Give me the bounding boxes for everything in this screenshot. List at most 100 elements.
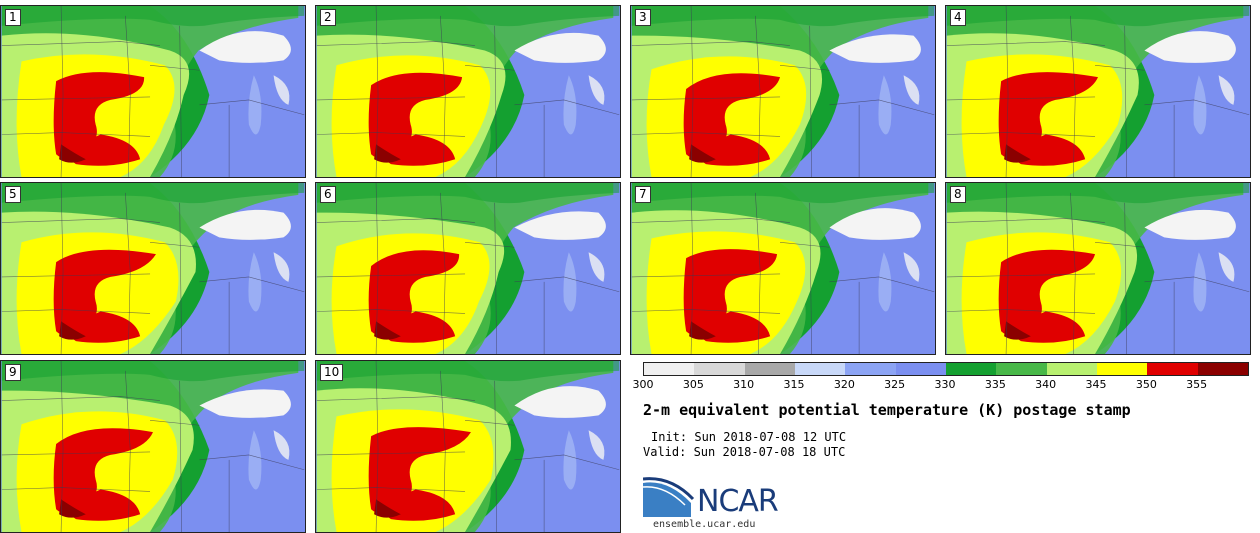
panel-number: 1	[5, 9, 21, 26]
state-boundary-line	[946, 96, 1096, 101]
panel-number: 3	[635, 9, 651, 26]
theta-e-map	[946, 6, 1250, 177]
colorbar-tick-label: 330	[934, 378, 956, 391]
state-boundary-line	[179, 202, 182, 354]
theta-e-map	[631, 183, 935, 354]
map-shaded-region	[563, 75, 577, 135]
colorbar-segment	[895, 363, 946, 375]
map-shaded-region	[631, 183, 935, 204]
map-shaded-region	[563, 430, 577, 490]
map-shaded-region	[199, 31, 291, 63]
map-shaded-region	[946, 6, 1250, 27]
theta-e-map	[946, 183, 1250, 354]
map-shaded-region	[248, 430, 262, 490]
state-boundary-line	[1, 487, 151, 492]
map-shaded-region	[1004, 144, 1031, 163]
ensemble-member-panel-8: 8	[945, 182, 1251, 355]
map-shaded-region	[683, 73, 781, 159]
state-boundary-line	[1, 96, 151, 101]
ensemble-member-panel-1: 1	[0, 5, 306, 178]
colorbar-segment	[1147, 363, 1198, 375]
ncar-logo-text: NCAR	[697, 484, 779, 519]
map-shaded-region	[53, 72, 145, 159]
panel-number: 5	[5, 186, 21, 203]
state-boundary-line	[440, 370, 446, 532]
state-boundary-line	[150, 65, 200, 71]
map-shaded-region	[368, 72, 463, 159]
colorbar-segment	[1197, 363, 1248, 375]
state-boundary-line	[316, 41, 475, 46]
state-boundary-line	[60, 361, 64, 532]
theta-e-map	[1, 6, 305, 177]
map-shaded-region	[946, 183, 1250, 204]
theta-e-map	[316, 6, 620, 177]
state-boundary-line	[316, 273, 466, 278]
map-shaded-region	[59, 321, 86, 340]
state-boundary-line	[1095, 65, 1145, 71]
state-boundary-line	[1005, 183, 1009, 354]
map-shaded-region	[903, 75, 920, 105]
state-boundary-line	[1, 396, 160, 401]
map-shaded-region	[514, 32, 606, 63]
ensemble-member-panel-7: 7	[630, 182, 936, 355]
state-boundary-line	[440, 15, 446, 177]
state-boundary-line	[316, 96, 466, 101]
theta-e-map	[1, 361, 305, 532]
state-boundary-line	[1144, 276, 1250, 293]
ensemble-member-panel-3: 3	[630, 5, 936, 178]
state-boundary-line	[125, 192, 131, 354]
ensemble-member-panel-10: 10	[315, 360, 621, 533]
state-boundary-line	[1144, 99, 1250, 116]
ensemble-member-panel-9: 9	[0, 360, 306, 533]
figure-title: 2-m equivalent potential temperature (K)…	[643, 401, 1131, 419]
map-shaded-region	[1144, 31, 1236, 63]
state-boundary-line	[631, 132, 781, 137]
state-boundary-line	[375, 183, 379, 354]
colorbar-segment	[845, 363, 896, 375]
state-boundary-line	[809, 202, 812, 354]
state-boundary-line	[946, 273, 1096, 278]
colorbar-tick-label: 350	[1135, 378, 1157, 391]
state-boundary-line	[690, 183, 694, 354]
map-shaded-region	[273, 75, 290, 105]
state-boundary-line	[199, 276, 305, 293]
state-boundary-line	[1, 218, 160, 223]
map-shaded-region	[316, 361, 620, 382]
init-time: Init: Sun 2018-07-08 12 UTC	[651, 430, 847, 444]
state-boundary-line	[946, 309, 1096, 314]
map-shaded-region	[1004, 321, 1031, 340]
map-shaded-region	[903, 252, 920, 282]
state-boundary-line	[631, 96, 781, 101]
colorbar-segment	[644, 363, 695, 375]
colorbar-segment	[996, 363, 1047, 375]
state-boundary-line	[1, 273, 151, 278]
state-boundary-line	[829, 99, 935, 116]
map-shaded-region	[374, 499, 401, 518]
state-boundary-line	[1005, 6, 1009, 177]
state-boundary-line	[60, 6, 64, 177]
ensemble-member-panel-5: 5	[0, 182, 306, 355]
state-boundary-line	[494, 380, 497, 532]
map-shaded-region	[59, 499, 86, 518]
map-shaded-region	[1193, 75, 1207, 135]
valid-time: Valid: Sun 2018-07-08 18 UTC	[643, 445, 846, 459]
theta-e-map	[631, 6, 935, 177]
state-boundary-line	[780, 242, 830, 248]
map-shaded-region	[588, 75, 605, 105]
state-boundary-line	[199, 454, 305, 471]
state-boundary-line	[631, 41, 790, 46]
colorbar-tick-label: 340	[1035, 378, 1057, 391]
map-shaded-region	[53, 428, 153, 514]
map-shaded-region	[878, 75, 892, 135]
panel-number: 6	[320, 186, 336, 203]
map-shaded-region	[59, 144, 86, 163]
map-shaded-region	[588, 252, 605, 282]
map-shaded-region	[316, 6, 620, 27]
state-boundary-line	[1, 451, 151, 456]
map-shaded-region	[683, 249, 778, 336]
panel-number: 10	[320, 364, 344, 381]
state-boundary-line	[514, 454, 620, 471]
colorbar-tick-labels: 300 305 310 315 320 325 330 335 340 345 350 355	[633, 378, 1260, 392]
state-boundary-line	[1, 41, 160, 46]
state-boundary-line	[631, 273, 781, 278]
